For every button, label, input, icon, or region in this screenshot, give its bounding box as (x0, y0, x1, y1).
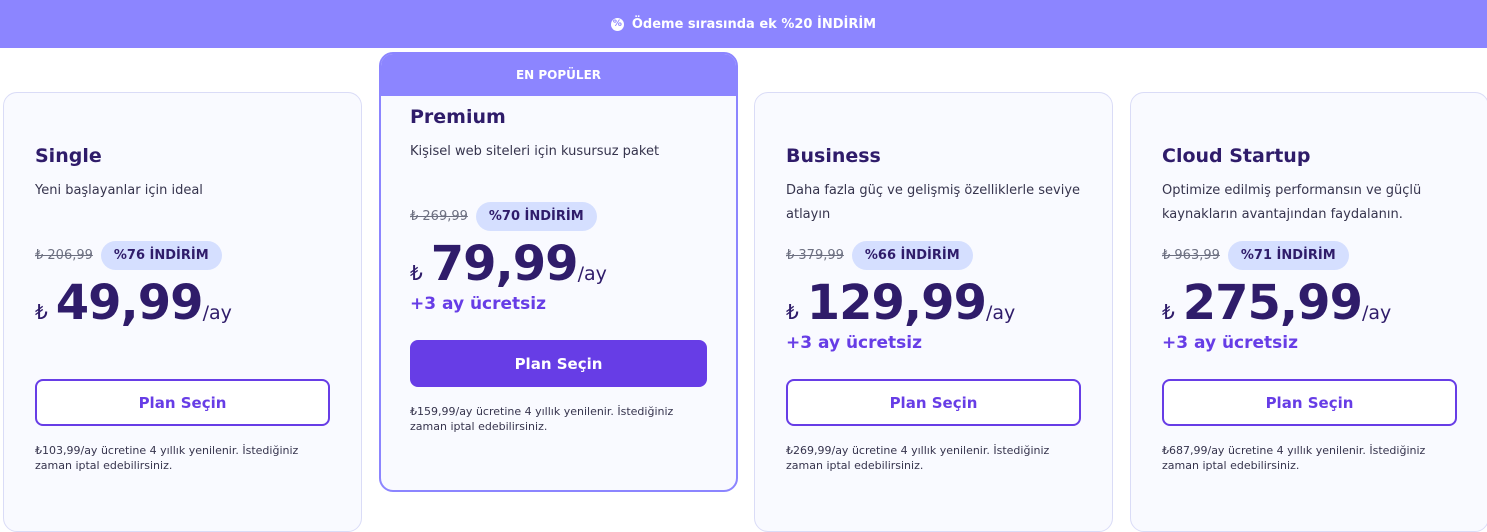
price-period: /ay (577, 263, 607, 285)
renewal-note: ₺687,99/ay ücretine 4 yıllık yenilenir. … (1162, 444, 1426, 472)
price: ₺ 49,99/ay (35, 275, 330, 331)
plan-name: Business (786, 145, 881, 167)
select-plan-button[interactable]: Plan Seçin (35, 379, 330, 426)
price-amount: 275,99 (1182, 275, 1363, 331)
currency: ₺ (35, 300, 48, 324)
discount-badge: %66 İNDİRİM (851, 240, 973, 270)
price: ₺ 79,99/ay (410, 236, 707, 292)
plan-description: Yeni başlayanlar için ideal (35, 183, 203, 198)
discount-badge: %70 İNDİRİM (475, 201, 597, 231)
old-price: ₺ 206,99 (35, 247, 93, 263)
price-period: /ay (1361, 302, 1392, 324)
discount-badge: %71 İNDİRİM (1227, 240, 1349, 270)
bonus-months (35, 333, 330, 355)
price: ₺ 275,99/ay (1162, 275, 1457, 331)
old-price: ₺ 269,99 (410, 208, 468, 224)
plan-name: Single (35, 145, 102, 167)
renewal-note: ₺159,99/ay ücretine 4 yıllık yenilenir. … (410, 405, 674, 433)
bonus-months: +3 ay ücretsiz (786, 333, 922, 353)
promo-banner: % Ödeme sırasında ek %20 İNDİRİM (0, 0, 1487, 48)
select-plan-button[interactable]: Plan Seçin (1162, 379, 1457, 426)
plan-card-business: Business Daha fazla güç ve gelişmiş özel… (754, 92, 1113, 532)
bonus-months: +3 ay ücretsiz (1162, 333, 1298, 353)
plan-name: Premium (410, 106, 506, 128)
price-period: /ay (985, 302, 1016, 324)
old-price: ₺ 379,99 (786, 247, 844, 263)
plan-description: Kişisel web siteleri için kusursuz paket (410, 144, 660, 159)
plan-description: Optimize edilmiş performansın ve güçlü k… (1162, 183, 1422, 222)
plan-description: Daha fazla güç ve gelişmiş özelliklerle … (786, 183, 1081, 222)
price: ₺ 129,99/ay (786, 275, 1081, 331)
currency: ₺ (786, 300, 799, 324)
price-period: /ay (202, 302, 232, 324)
price-amount: 79,99 (430, 236, 579, 292)
bonus-months: +3 ay ücretsiz (410, 294, 546, 314)
renewal-note: ₺269,99/ay ücretine 4 yıllık yenilenir. … (786, 444, 1050, 472)
price-amount: 49,99 (55, 275, 204, 331)
discount-badge: %76 İNDİRİM (100, 240, 222, 270)
most-popular-label: EN POPÜLER (381, 54, 736, 96)
currency: ₺ (410, 261, 423, 285)
select-plan-button[interactable]: Plan Seçin (410, 340, 707, 387)
price-amount: 129,99 (806, 275, 987, 331)
old-price: ₺ 963,99 (1162, 247, 1220, 263)
renewal-note: ₺103,99/ay ücretine 4 yıllık yenilenir. … (35, 444, 299, 472)
select-plan-button[interactable]: Plan Seçin (786, 379, 1081, 426)
plan-card-single: Single Yeni başlayanlar için ideal ₺ 206… (3, 92, 362, 532)
plan-card-cloud-startup: Cloud Startup Optimize edilmiş performan… (1130, 92, 1487, 532)
plan-card-premium: EN POPÜLER Premium Kişisel web siteleri … (379, 52, 738, 492)
plan-name: Cloud Startup (1162, 145, 1311, 167)
discount-badge-icon: % (610, 17, 624, 31)
promo-text: Ödeme sırasında ek %20 İNDİRİM (631, 16, 877, 32)
currency: ₺ (1162, 300, 1175, 324)
